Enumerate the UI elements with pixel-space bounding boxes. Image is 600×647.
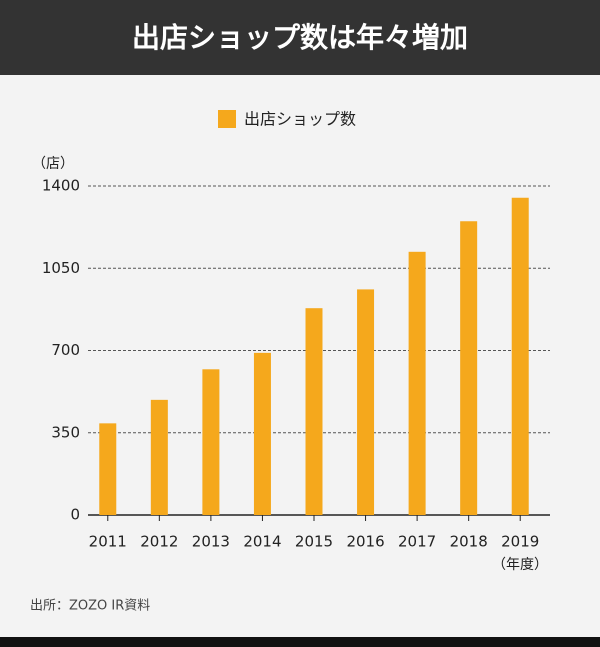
x-tick-label: 2016 bbox=[346, 533, 384, 551]
x-tick-label: 2013 bbox=[192, 533, 230, 551]
source: 出所：ZOZO IR資料 bbox=[30, 599, 150, 614]
x-tick-label: 2011 bbox=[89, 533, 127, 551]
chart-title: 出店ショップ数は年々増加 bbox=[132, 21, 468, 54]
y-tick-label: 0 bbox=[70, 506, 80, 524]
bar bbox=[202, 369, 220, 515]
bar bbox=[460, 221, 478, 515]
bar bbox=[408, 251, 426, 516]
title-bar bbox=[0, 0, 600, 75]
bar bbox=[99, 423, 117, 515]
bar bbox=[357, 289, 375, 515]
bar bbox=[253, 352, 271, 515]
x-tick-label: 2019 bbox=[501, 533, 539, 551]
y-tick-label: 700 bbox=[51, 341, 80, 359]
x-tick-label: 2015 bbox=[295, 533, 333, 551]
y-tick-label: 350 bbox=[51, 423, 80, 441]
x-tick-label: 2017 bbox=[398, 533, 436, 551]
y-tick-label: 1400 bbox=[42, 177, 80, 195]
x-tick-label: 2018 bbox=[450, 533, 488, 551]
bar bbox=[511, 197, 529, 515]
y-tick-label: 1050 bbox=[42, 259, 80, 277]
bottom-bar bbox=[0, 637, 600, 647]
x-tick-label: 2014 bbox=[243, 533, 281, 551]
x-tick-label: 2012 bbox=[140, 533, 178, 551]
legend-swatch bbox=[218, 110, 236, 128]
x-unit: （年度） bbox=[492, 557, 548, 573]
legend-label: 出店ショップ数 bbox=[244, 110, 356, 129]
y-unit: （店） bbox=[32, 156, 74, 172]
bar bbox=[305, 308, 323, 515]
bar bbox=[150, 399, 168, 515]
